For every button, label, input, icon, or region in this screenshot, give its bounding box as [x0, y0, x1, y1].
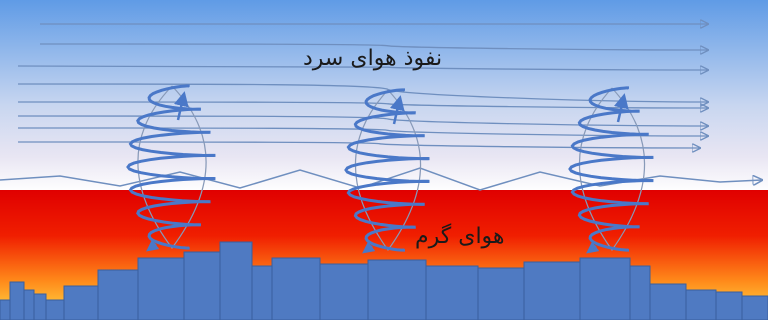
building [137, 257, 185, 320]
building [579, 257, 631, 320]
arrow-down-icon [146, 239, 160, 252]
building [367, 259, 427, 320]
arrow-up-icon [613, 93, 629, 123]
arrow-up-icon [389, 95, 405, 125]
flow-line [17, 141, 700, 148]
flow-line [17, 83, 708, 102]
flow-line [17, 115, 708, 126]
building [45, 299, 65, 320]
city-skyline [0, 241, 768, 320]
flow-line [17, 65, 708, 70]
arrow-up-icon [173, 91, 189, 121]
building [183, 251, 221, 320]
building [97, 269, 139, 320]
building [63, 285, 99, 320]
building [715, 291, 743, 320]
building [219, 241, 253, 320]
building [33, 293, 47, 320]
building [23, 289, 35, 320]
building [271, 257, 321, 320]
building [629, 265, 651, 320]
building [649, 283, 687, 320]
cold-air-layer [0, 0, 768, 192]
arrow-down-icon [362, 241, 376, 254]
cold-air-label: نفوذ هوای سرد [303, 46, 443, 71]
building [685, 289, 717, 320]
building [9, 281, 25, 320]
vortex-spiral [126, 84, 216, 250]
building [523, 261, 581, 320]
boundary-wave-line [0, 167, 762, 191]
building [0, 299, 11, 320]
flow-line [39, 43, 708, 50]
building [741, 295, 768, 320]
building [425, 265, 479, 320]
flow-line [17, 127, 708, 136]
arrow-down-icon [586, 241, 600, 254]
vortex-spiral [344, 88, 430, 252]
warm-air-label: هوای گرم [415, 224, 505, 249]
helix-vortex-icon [344, 88, 430, 254]
vortex-group [126, 84, 654, 254]
building [477, 267, 525, 320]
helix-vortex-icon [126, 84, 216, 252]
building [251, 265, 273, 320]
helix-vortex-icon [568, 86, 654, 254]
building [319, 263, 369, 320]
vortex-spiral [568, 86, 654, 252]
